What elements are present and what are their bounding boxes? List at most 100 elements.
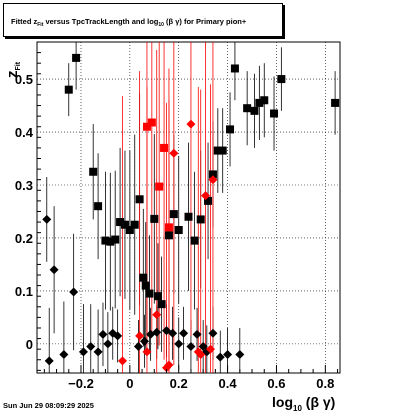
data-point [186,342,196,352]
data-point [86,342,96,352]
y-tick-label: 0.3 [15,178,33,193]
data-point [235,349,245,359]
data-point [164,223,173,232]
data-point [140,336,150,346]
data-point [155,182,164,191]
data-point [103,339,113,349]
data-point [93,347,103,357]
data-point [152,327,162,337]
data-point [139,273,148,282]
data-point [164,360,174,370]
data-point [101,236,110,245]
x-tick-label: 0 [126,376,133,391]
data-point [120,220,129,229]
data-point [145,289,154,298]
data-point [226,125,235,134]
y-tick-label: 0.4 [15,125,34,140]
data-point [135,195,144,204]
data-point [196,349,206,359]
y-tick-label: 0.2 [15,231,33,246]
x-tick-label: 0.8 [316,376,334,391]
data-point [160,143,169,152]
data-point [150,214,159,223]
data-point [157,300,166,309]
data-point [192,329,202,339]
data-point [260,96,269,105]
data-point [215,352,225,362]
data-point [186,119,196,129]
axis-ticks: −0.2 0 0.2 0.4 0.6 0.8 0 0.1 0.2 0.3 0.4 0.5 [15,52,339,391]
data-point [116,218,125,227]
data-point [243,104,252,113]
data-point [113,331,123,341]
y-axis-title: zFit [4,61,22,79]
data-point [64,85,73,94]
date-stamp: Sun Jun 29 08:09:29 2025 [3,401,94,410]
title-suffix: (β γ) for Primary pion+ [163,17,247,26]
data-point [208,170,217,179]
title-middle: versus TpcTrackLength and log [43,17,159,26]
data-point [44,356,54,366]
data-point [94,202,103,211]
data-point [179,328,189,338]
data-point [201,191,211,201]
data-point [147,118,156,127]
data-point [250,106,259,115]
data-point [196,215,205,224]
data-point [208,328,218,338]
data-point [164,231,173,240]
data-point [72,53,81,62]
y-axis-label-sub: Fit [15,61,22,71]
y-tick-label: 0 [26,337,33,352]
data-markers [42,53,340,373]
y-axis-label: z [4,70,21,79]
title-box: Fitted zFit versus TpcTrackLength and lo… [3,3,283,37]
data-point [153,292,162,301]
data-point [169,210,178,219]
data-point [213,146,222,155]
x-tick-label: 0.2 [170,376,188,391]
x-tick-label: 0.4 [219,376,238,391]
data-point [141,281,150,290]
x-axis-title: log10 (β γ) [272,394,336,413]
data-point [98,329,108,339]
title-sub2: 10 [158,22,164,28]
x-axis-label: log [272,394,293,410]
data-point [133,342,143,352]
data-point [49,265,59,275]
chart-title: Fitted zFit versus TpcTrackLength and lo… [11,17,247,28]
data-point [142,122,151,131]
data-point [184,212,193,221]
y-tick-label: 0.1 [15,284,33,299]
data-point [230,64,239,73]
data-point [218,146,227,155]
y-tick-label: 0.5 [15,72,33,87]
data-point [78,347,88,357]
data-point [118,356,128,366]
data-point [204,196,213,205]
x-axis-label-sub: 10 [293,404,302,413]
data-point [111,235,120,244]
data-point [59,349,69,359]
x-axis-label-suffix: (β γ) [305,394,336,410]
data-point [255,98,264,107]
data-point [42,214,52,224]
data-point [208,175,218,185]
data-point [205,344,215,354]
data-point [270,109,279,118]
data-point [169,148,179,158]
x-tick-label: 0.6 [267,376,285,391]
x-tick-label: −0.2 [68,376,94,391]
title-prefix: Fitted z [11,17,38,26]
data-point [125,226,134,235]
data-point [331,98,340,107]
data-point [190,236,199,245]
data-point [277,75,286,84]
data-point [135,331,145,341]
data-point [168,328,178,338]
data-point [142,347,152,357]
title-sub: Fit [37,22,44,28]
data-point [106,237,115,246]
data-point [223,349,233,359]
